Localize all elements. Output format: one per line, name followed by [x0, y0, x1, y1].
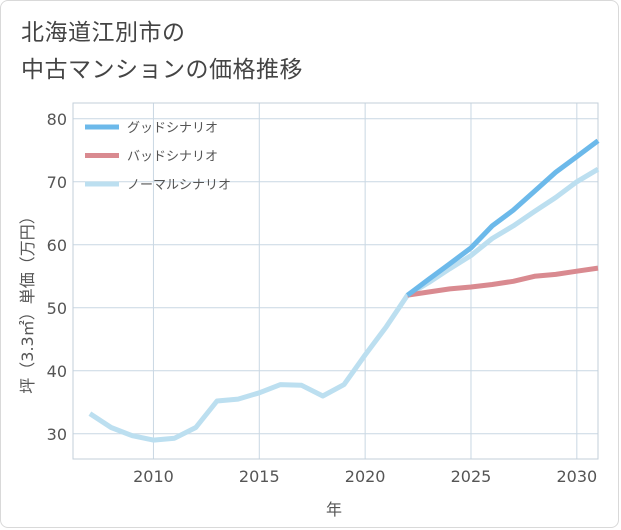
x-tick-label-2010: 2010: [133, 467, 174, 486]
x-tick-label-2020: 2020: [345, 467, 386, 486]
y-tick-label-30: 30: [47, 425, 67, 444]
y-tick-label-60: 60: [47, 236, 67, 255]
y-axis-ticks: 30 40 50 60 70 80: [47, 110, 67, 444]
title-line-1: 北海道江別市の: [21, 20, 186, 46]
title-line-2: 中古マンションの価格推移: [21, 57, 303, 83]
x-tick-label-2030: 2030: [556, 467, 597, 486]
x-tick-label-2025: 2025: [451, 467, 492, 486]
series-line-good: [406, 138, 600, 298]
y-axis-title: 坪（3.3㎡）単価（万円）: [18, 208, 37, 393]
y-tick-label-40: 40: [47, 362, 67, 381]
plot-border: [72, 102, 599, 460]
y-tick-label-70: 70: [47, 173, 67, 192]
y-tick-label-80: 80: [47, 110, 67, 129]
x-axis-title: 年: [326, 500, 342, 519]
page-title: 北海道江別市の 中古マンションの価格推移: [21, 15, 581, 89]
x-tick-label-2015: 2015: [239, 467, 280, 486]
series-line-normal: [88, 167, 600, 443]
plot-frame: [72, 102, 599, 460]
series-line-bad: [407, 265, 599, 298]
series-lines: [88, 138, 600, 443]
grid-lines: [73, 103, 598, 459]
legend-label-normal: ノーマルシナリオ: [127, 178, 231, 193]
legend-label-good: グッドシナリオ: [127, 121, 218, 136]
legend-label-bad: バッドシナリオ: [127, 150, 218, 165]
y-tick-label-50: 50: [47, 299, 67, 318]
x-axis-ticks: 2010 2015 2020 2025 2030: [133, 467, 597, 486]
